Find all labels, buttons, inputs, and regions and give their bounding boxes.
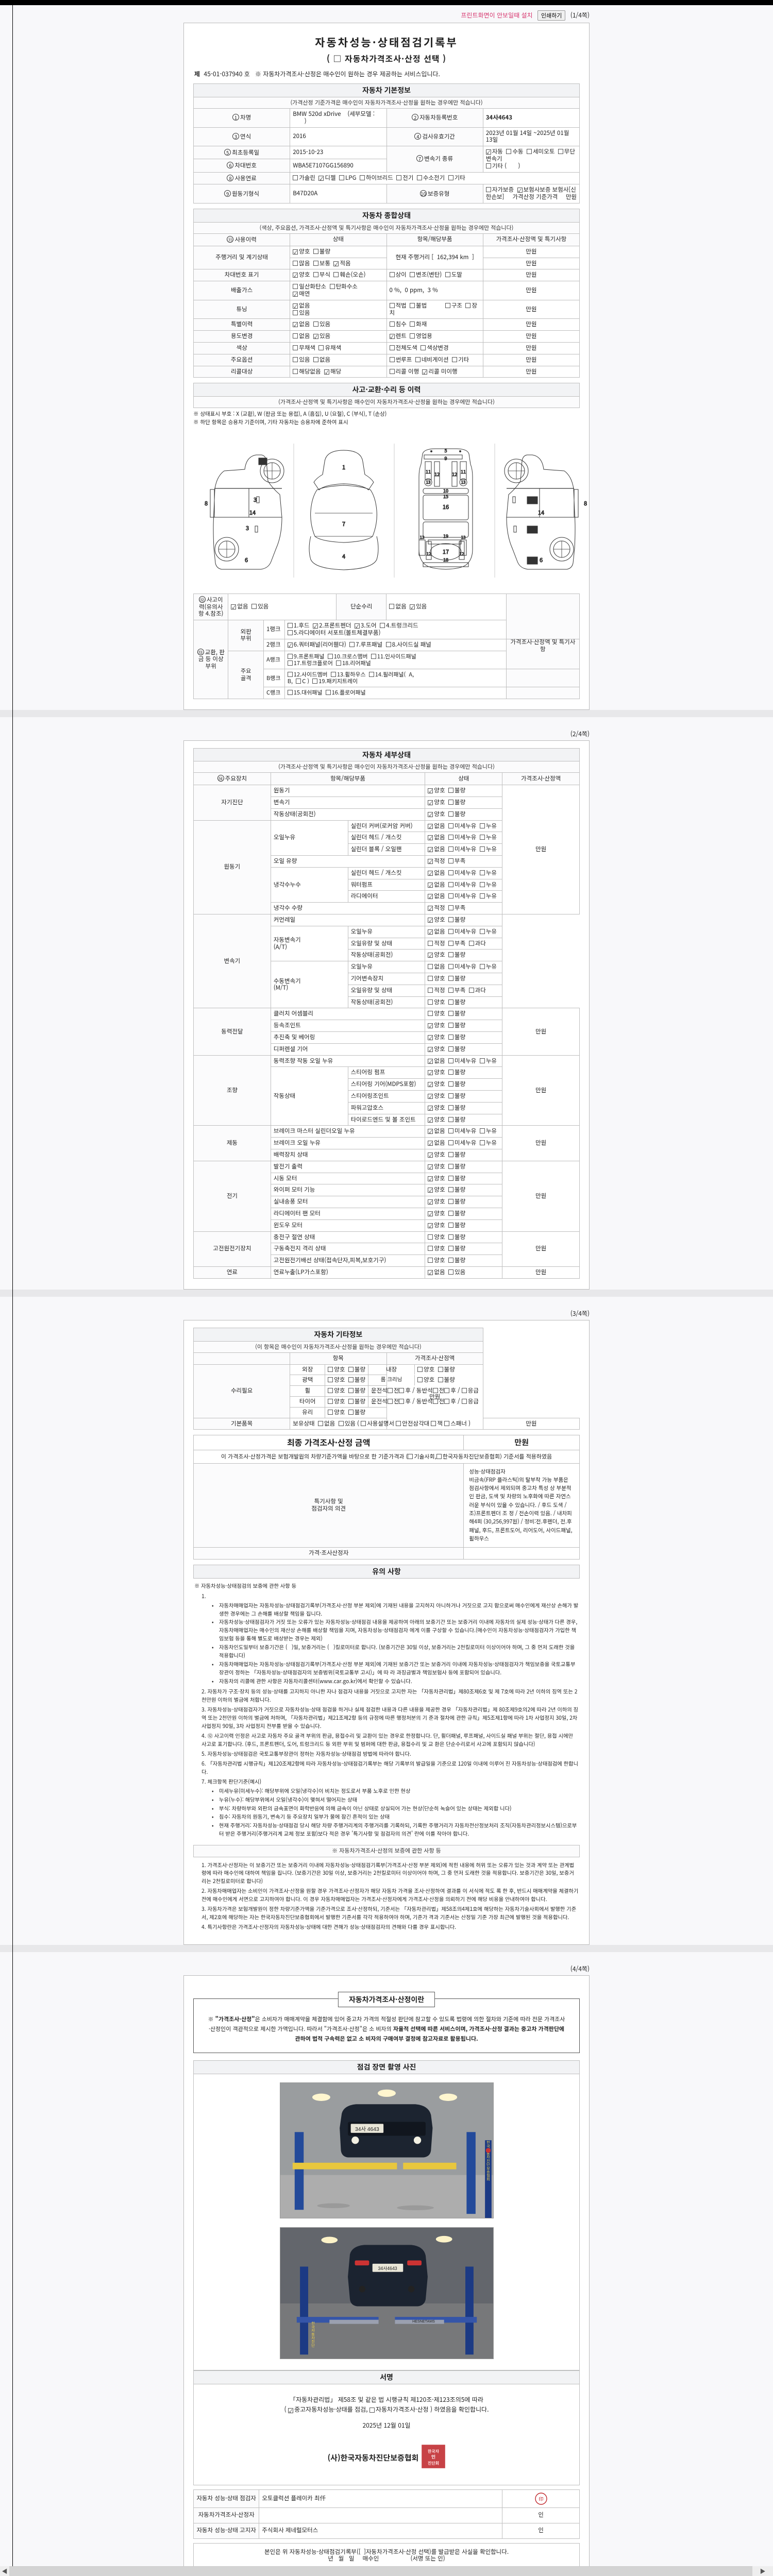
svg-text:12: 12 (434, 471, 440, 478)
svg-text:13: 13 (420, 535, 425, 540)
svg-text:6: 6 (540, 556, 543, 564)
svg-text:6: 6 (245, 556, 248, 564)
svg-text:5: 5 (445, 447, 447, 454)
svg-text:9: 9 (445, 455, 447, 462)
svg-text:3: 3 (254, 496, 257, 504)
svg-text:한국자동차진단: 한국자동차진단 (310, 2321, 315, 2347)
svg-text:18: 18 (443, 556, 448, 563)
svg-text:16: 16 (443, 503, 449, 511)
svg-text:17: 17 (443, 548, 449, 556)
svg-text:34사4643: 34사4643 (378, 2266, 397, 2271)
svg-text:19: 19 (443, 533, 448, 539)
svg-text:4: 4 (342, 552, 345, 561)
svg-text:11: 11 (426, 468, 431, 475)
svg-text:1: 1 (342, 463, 345, 471)
svg-text:11: 11 (461, 468, 466, 475)
svg-text:14: 14 (249, 509, 256, 517)
svg-text:8: 8 (205, 499, 208, 507)
svg-text:3: 3 (246, 524, 249, 532)
svg-text:14: 14 (538, 509, 544, 517)
svg-text:12: 12 (460, 551, 464, 557)
svg-text:W: W (530, 557, 534, 564)
svg-text:12: 12 (452, 471, 457, 478)
svg-text:印: 印 (539, 2496, 543, 2502)
svg-text:15: 15 (443, 493, 448, 500)
svg-text:13: 13 (461, 480, 466, 485)
svg-text:13: 13 (461, 535, 466, 540)
svg-text:X: X (261, 458, 264, 465)
svg-text:8: 8 (584, 499, 587, 507)
svg-text:X: X (531, 497, 534, 503)
svg-text:진단회: 진단회 (428, 2461, 439, 2466)
svg-text:34사 4643: 34사 4643 (355, 2126, 379, 2132)
svg-text:7: 7 (342, 520, 345, 528)
svg-text:HESNETAMS: HESNETAMS (412, 2319, 435, 2324)
svg-text:인: 인 (431, 2453, 435, 2460)
svg-text:한국자동차진단보증협회: 한국자동차진단보증협회 (485, 2141, 491, 2181)
svg-text:13: 13 (426, 480, 431, 485)
svg-text:W: W (530, 526, 534, 533)
